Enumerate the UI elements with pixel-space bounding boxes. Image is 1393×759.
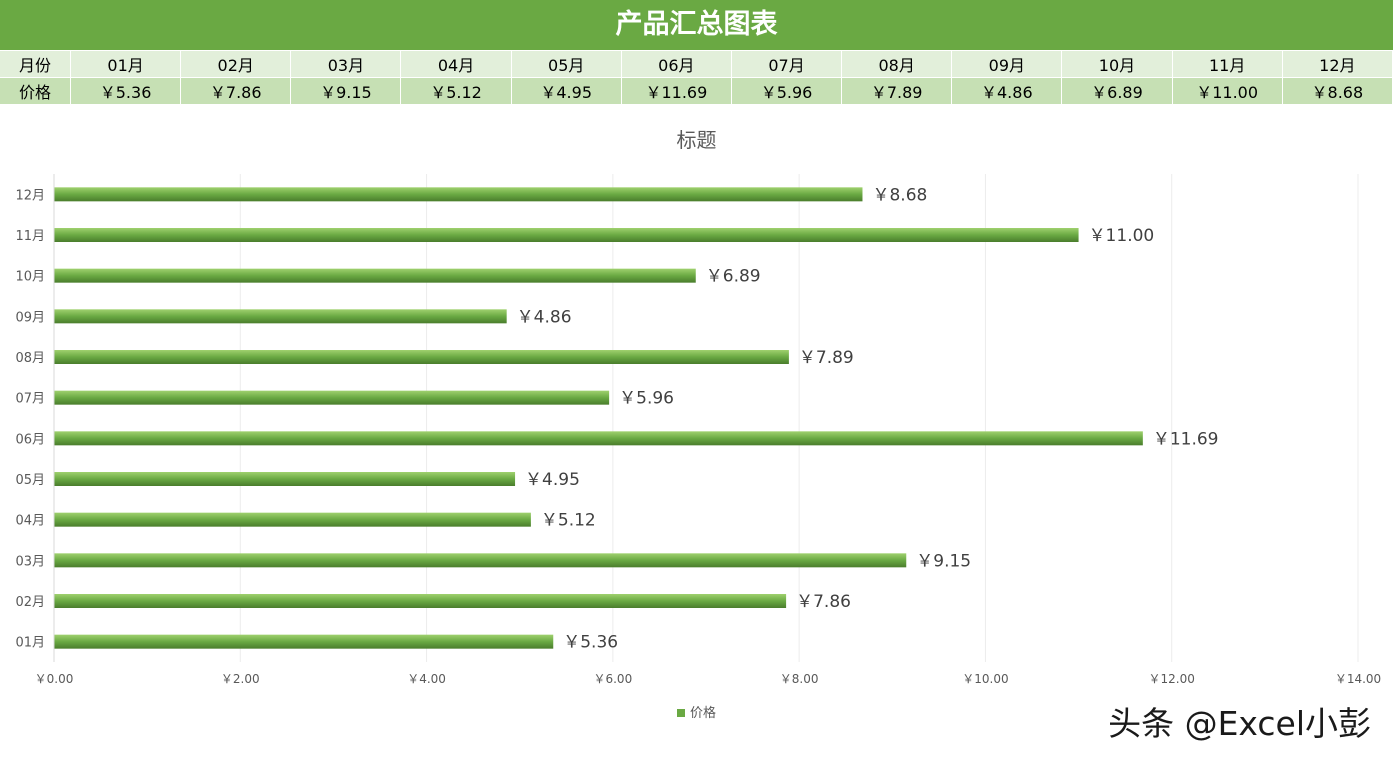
bar-data-label: ￥7.89: [799, 348, 854, 368]
y-category-label: 02月: [15, 595, 45, 610]
x-tick-label: ￥12.00: [1149, 672, 1195, 686]
price-cell: ￥8.68: [1282, 77, 1393, 104]
month-cell: 04月: [400, 51, 512, 78]
bar: [54, 187, 863, 202]
month-cell: 12月: [1282, 51, 1393, 78]
y-category-label: 06月: [15, 432, 45, 447]
month-header-cell: 月份: [0, 51, 71, 78]
legend-label: 价格: [689, 706, 716, 721]
price-cell: ￥9.15: [290, 77, 402, 104]
bar: [54, 634, 554, 649]
bar-data-label: ￥11.00: [1089, 226, 1155, 246]
price-cell: ￥11.00: [1172, 77, 1283, 104]
month-cell: 05月: [511, 51, 622, 78]
bar-data-label: ￥5.96: [619, 389, 674, 409]
bar: [54, 594, 787, 608]
x-tick-label: ￥8.00: [780, 672, 819, 686]
summary-table: 月份 01月 02月 03月 04月 05月 06月 07月 08月 09月 1…: [0, 51, 1393, 104]
y-category-label: 05月: [15, 473, 45, 488]
price-cell: ￥5.96: [731, 77, 843, 104]
price-cell: ￥5.12: [400, 77, 512, 104]
x-tick-label: ￥10.00: [962, 672, 1008, 686]
price-cell: ￥6.89: [1061, 77, 1173, 104]
watermark: 头条 @Excel小彭: [1108, 704, 1371, 743]
month-cell: 09月: [951, 51, 1063, 78]
y-category-label: 11月: [15, 229, 45, 244]
bar-data-label: ￥5.12: [541, 511, 596, 531]
month-cell: 10月: [1061, 51, 1173, 78]
y-category-label: 01月: [15, 636, 45, 651]
y-category-label: 10月: [15, 270, 45, 285]
price-cell: ￥7.86: [180, 77, 292, 104]
bar: [54, 512, 531, 527]
bar-chart: ￥5.36 ￥7.86 ￥9.15 ￥5.12 ￥4.95 ￥11.69 ￥5.96 ￥7.8…: [15, 174, 1381, 686]
y-category-label: 04月: [15, 514, 45, 529]
bar: [54, 228, 1079, 242]
bar: [54, 472, 516, 486]
bar: [54, 268, 696, 283]
bar: [54, 390, 610, 405]
price-header-cell: 价格: [0, 77, 71, 104]
month-cell: 02月: [180, 51, 292, 78]
x-tick-label: ￥0.00: [35, 672, 74, 686]
bar: [54, 309, 507, 324]
bar-data-label: ￥7.86: [796, 592, 851, 612]
month-cell: 07月: [731, 51, 843, 78]
legend-swatch: [676, 708, 685, 717]
month-cell: 01月: [70, 51, 182, 78]
price-cell: ￥4.95: [511, 77, 622, 104]
bar-data-label: ￥4.86: [517, 307, 572, 327]
month-cell: 03月: [290, 51, 402, 78]
chart-title: 标题: [676, 128, 717, 152]
price-cell: ￥4.86: [951, 77, 1063, 104]
bar: [54, 350, 789, 364]
banner-title: 产品汇总图表: [0, 0, 1393, 50]
price-cell: ￥11.69: [621, 77, 732, 104]
bar-data-label: ￥4.95: [525, 470, 580, 490]
x-tick-label: ￥14.00: [1335, 672, 1381, 686]
y-category-label: 08月: [15, 351, 45, 366]
month-cell: 06月: [621, 51, 732, 78]
chart-legend: 价格: [0, 702, 1393, 721]
month-row: 月份 01月 02月 03月 04月 05月 06月 07月 08月 09月 1…: [0, 51, 1393, 78]
bar-data-label: ￥5.36: [563, 633, 618, 653]
bar-data-label: ￥8.68: [872, 185, 927, 205]
y-category-label: 07月: [15, 392, 45, 407]
month-cell: 11月: [1172, 51, 1283, 78]
bar: [54, 431, 1143, 446]
x-tick-label: ￥4.00: [407, 672, 446, 686]
bar-data-label: ￥6.89: [706, 267, 761, 287]
x-tick-label: ￥6.00: [593, 672, 632, 686]
y-category-label: 09月: [15, 310, 45, 325]
y-category-label: 03月: [15, 554, 45, 569]
price-cell: ￥5.36: [70, 77, 182, 104]
bar-data-label: ￥11.69: [1153, 429, 1219, 449]
bar-data-label: ￥9.15: [916, 551, 971, 571]
price-cell: ￥7.89: [841, 77, 953, 104]
bar: [54, 553, 907, 568]
x-tick-label: ￥2.00: [221, 672, 260, 686]
month-cell: 08月: [841, 51, 953, 78]
y-category-label: 12月: [15, 188, 45, 203]
price-row: 价格 ￥5.36 ￥7.86 ￥9.15 ￥5.12 ￥4.95 ￥11.69 …: [0, 77, 1393, 104]
